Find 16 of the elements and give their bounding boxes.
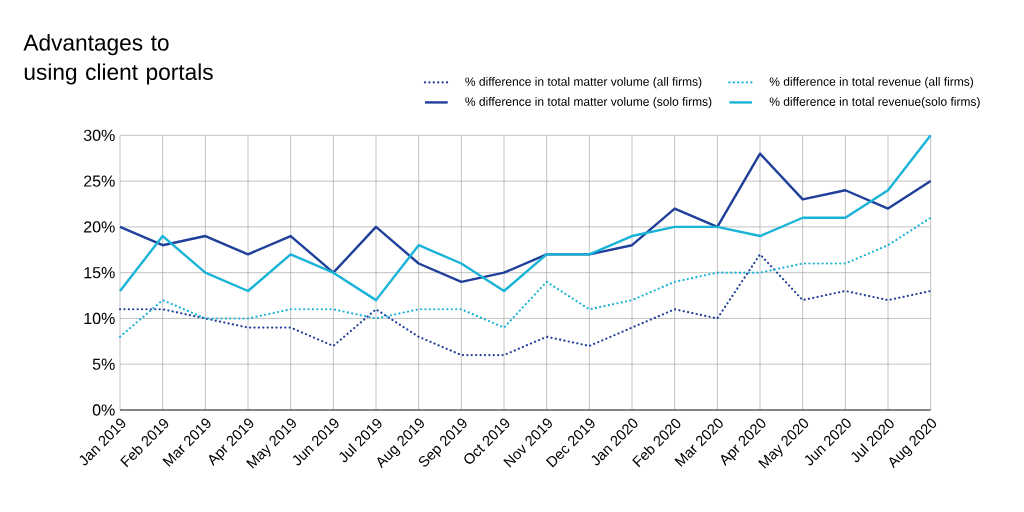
legend-label: % difference in total matter volume (solo firms) (465, 97, 712, 109)
line-series (118, 134, 932, 302)
y-tick-label: 20% (84, 221, 115, 233)
line-series (118, 253, 932, 357)
y-tick-label: 0% (92, 404, 115, 416)
y-tick-label: 30% (83, 129, 115, 141)
y-tick-label: 15% (84, 267, 115, 279)
legend-label: % difference in total revenue (all firms) (769, 77, 974, 89)
y-tick-label: 10% (84, 312, 115, 325)
y-tick-label: 5% (92, 358, 115, 370)
y-tick-label: 25% (84, 175, 115, 187)
chart-title: Advantages to using client portals (23, 34, 213, 85)
line-series (118, 152, 932, 284)
legend-label: % difference in total revenue(solo firms) (769, 97, 980, 109)
legend-label: % difference in total matter volume (all firms) (465, 77, 702, 89)
line-series (118, 216, 932, 338)
